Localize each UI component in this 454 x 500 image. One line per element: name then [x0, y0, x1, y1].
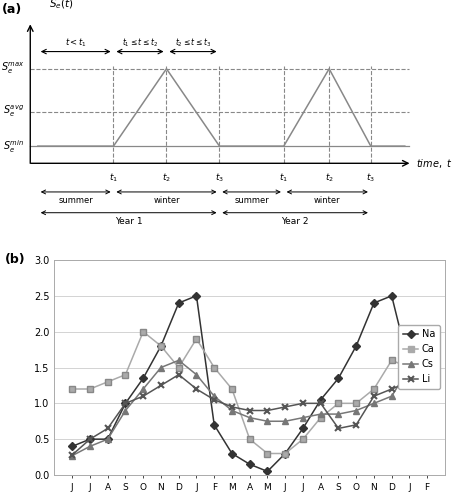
Text: $t_2 \leq t \leq t_3$: $t_2 \leq t \leq t_3$ [175, 36, 211, 48]
Text: $t_1 \leq t \leq t_2$: $t_1 \leq t \leq t_2$ [122, 36, 158, 48]
Text: $t < t_1$: $t < t_1$ [64, 36, 87, 48]
Text: $t_3$: $t_3$ [366, 172, 375, 184]
Text: winter: winter [153, 196, 180, 205]
Text: $t_3$: $t_3$ [215, 172, 224, 184]
Text: summer: summer [58, 196, 93, 205]
Text: Year 1: Year 1 [115, 217, 143, 226]
Text: $S_e(t)$: $S_e(t)$ [49, 0, 74, 12]
Text: Year 2: Year 2 [281, 217, 309, 226]
Text: summer: summer [234, 196, 269, 205]
Text: $t_2$: $t_2$ [325, 172, 334, 184]
Text: (b): (b) [5, 252, 25, 266]
Text: $t_1$: $t_1$ [109, 172, 118, 184]
Legend: Na, Ca, Cs, Li: Na, Ca, Cs, Li [399, 324, 440, 389]
Text: (a): (a) [2, 3, 22, 16]
Text: $t_2$: $t_2$ [162, 172, 171, 184]
Text: $t_1$: $t_1$ [279, 172, 288, 184]
Text: $S_e^{min}$: $S_e^{min}$ [3, 138, 25, 154]
Text: $S_e^{max}$: $S_e^{max}$ [1, 61, 25, 76]
Text: $time,\ t$: $time,\ t$ [416, 157, 453, 170]
Text: winter: winter [314, 196, 340, 205]
Text: $S_e^{avg}$: $S_e^{avg}$ [3, 104, 25, 120]
